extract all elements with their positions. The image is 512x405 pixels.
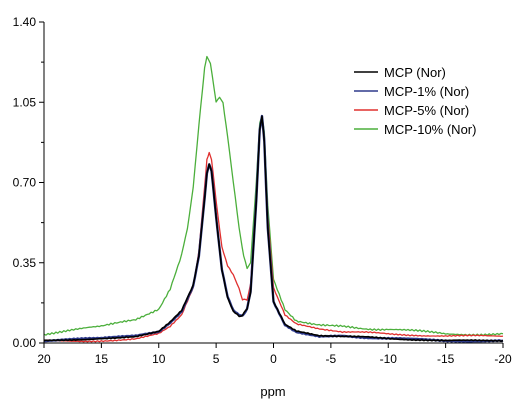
- x-tick-label: 5: [213, 352, 220, 366]
- x-axis-ticks: 20 15 10 5 0 -5 -10 -15 -20: [37, 343, 512, 366]
- y-tick-label: 1.40: [13, 15, 37, 29]
- x-tick-label: 15: [95, 352, 109, 366]
- x-tick-label: 20: [37, 352, 51, 366]
- legend: MCP (Nor) MCP-1% (Nor) MCP-5% (Nor) MCP-10%…: [354, 65, 476, 137]
- y-tick-label: 0.70: [13, 176, 37, 190]
- x-tick-label: -15: [437, 352, 455, 366]
- y-tick-label: 1.05: [13, 95, 37, 109]
- x-tick-label: -5: [326, 352, 337, 366]
- series-lines: [43, 55, 504, 343]
- x-tick-label: -20: [494, 352, 512, 366]
- x-tick-label: 0: [270, 352, 277, 366]
- x-axis-title: ppm: [260, 384, 285, 399]
- y-tick-label: 0.35: [13, 256, 37, 270]
- x-tick-label: -10: [380, 352, 398, 366]
- series-line-1: [44, 114, 504, 343]
- legend-label: MCP-10% (Nor): [384, 122, 476, 137]
- legend-label: MCP-1% (Nor): [384, 84, 469, 99]
- y-axis-ticks: 0.00 0.35 0.70 1.05 1.40: [13, 15, 44, 350]
- y-tick-label: 0.00: [13, 336, 37, 350]
- series-line-2: [43, 115, 504, 343]
- x-tick-label: 10: [152, 352, 166, 366]
- series-line-0: [43, 115, 504, 343]
- legend-label: MCP (Nor): [384, 65, 446, 80]
- legend-label: MCP-5% (Nor): [384, 103, 469, 118]
